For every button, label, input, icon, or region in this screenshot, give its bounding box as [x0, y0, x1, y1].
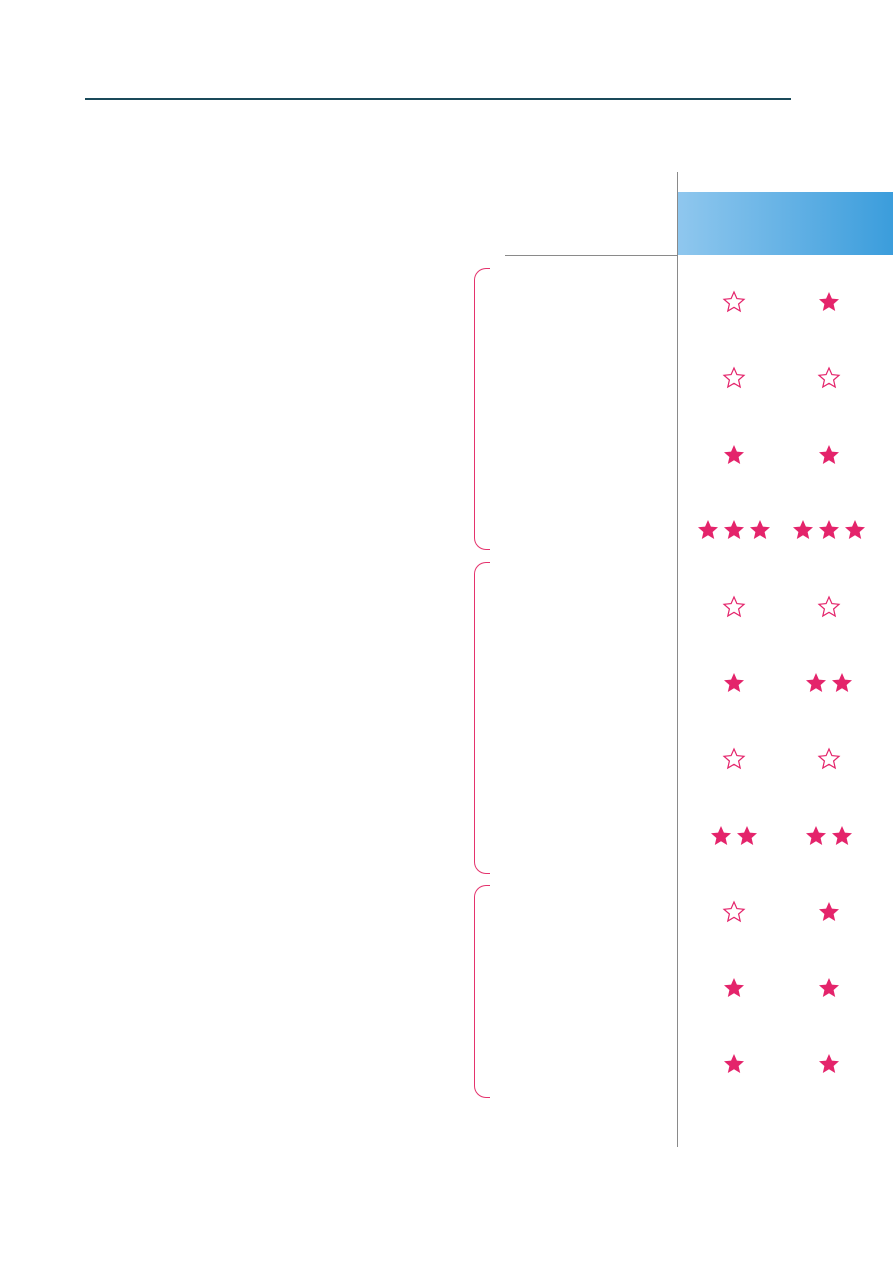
filled-star-icon — [806, 673, 826, 692]
empty-star-icon — [722, 747, 746, 770]
empty-star-icon — [817, 747, 841, 770]
star-rating — [722, 595, 746, 619]
group-bracket-2 — [474, 562, 490, 874]
filled-star-icon — [819, 292, 839, 311]
empty-star-icon — [722, 900, 746, 923]
star-rating — [817, 976, 841, 1000]
star-rating — [722, 366, 746, 390]
column-header-band — [678, 192, 893, 255]
empty-star-icon — [817, 366, 841, 389]
star-rating — [722, 290, 746, 314]
filled-star-icon — [724, 978, 744, 997]
star-rating — [722, 671, 746, 695]
top-rule — [85, 98, 791, 100]
star-rating — [817, 747, 841, 771]
filled-star-icon — [698, 520, 718, 539]
empty-star-icon — [722, 290, 746, 313]
group-bracket-1 — [474, 268, 490, 550]
filled-star-icon — [724, 1054, 744, 1073]
filled-star-icon — [819, 978, 839, 997]
star-rating — [722, 976, 746, 1000]
star-rating — [722, 1052, 746, 1076]
filled-star-icon — [806, 826, 826, 845]
header-divider — [505, 255, 677, 256]
star-rating — [696, 518, 772, 542]
star-rating — [722, 747, 746, 771]
filled-star-icon — [793, 520, 813, 539]
filled-star-icon — [724, 445, 744, 464]
star-rating — [817, 290, 841, 314]
star-rating — [817, 595, 841, 619]
empty-star-icon — [722, 366, 746, 389]
filled-star-icon — [737, 826, 757, 845]
filled-star-icon — [750, 520, 770, 539]
star-rating — [817, 900, 841, 924]
star-rating — [817, 366, 841, 390]
star-rating — [804, 824, 854, 848]
star-rating — [804, 671, 854, 695]
filled-star-icon — [832, 826, 852, 845]
filled-star-icon — [711, 826, 731, 845]
group-bracket-3 — [474, 885, 490, 1098]
star-rating — [817, 443, 841, 467]
empty-star-icon — [722, 595, 746, 618]
filled-star-icon — [832, 673, 852, 692]
filled-star-icon — [724, 520, 744, 539]
column-divider — [677, 172, 678, 1147]
star-rating — [709, 824, 759, 848]
star-rating — [817, 1052, 841, 1076]
star-rating — [722, 443, 746, 467]
filled-star-icon — [724, 673, 744, 692]
filled-star-icon — [819, 445, 839, 464]
filled-star-icon — [819, 902, 839, 921]
star-rating — [791, 518, 867, 542]
filled-star-icon — [819, 1054, 839, 1073]
star-rating — [722, 900, 746, 924]
filled-star-icon — [845, 520, 865, 539]
filled-star-icon — [819, 520, 839, 539]
empty-star-icon — [817, 595, 841, 618]
